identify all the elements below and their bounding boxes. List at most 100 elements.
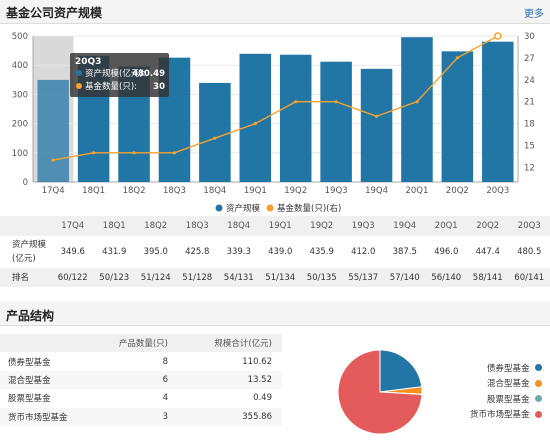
table-corner-cell xyxy=(0,216,52,236)
table-col-18Q2: 18Q2 xyxy=(135,216,177,236)
tooltip-dot-1 xyxy=(76,83,82,89)
bar-20Q3 xyxy=(482,42,514,182)
pie-legend-label: 股票型基金 xyxy=(487,393,530,405)
x-tick-19Q4: 19Q4 xyxy=(365,186,388,196)
line-point-20Q2 xyxy=(456,56,459,59)
pie-legend-item: 债券型基金 xyxy=(470,360,542,376)
x-tick-19Q3: 19Q3 xyxy=(325,186,348,196)
table-col-19Q4: 19Q4 xyxy=(384,216,426,236)
rank-cell-18Q2: 51/124 xyxy=(135,268,177,287)
x-tick-18Q1: 18Q1 xyxy=(82,186,105,196)
y-right-tick-1: 15 xyxy=(524,142,535,152)
y-right-tick-6: 30 xyxy=(524,32,535,42)
product-name: 债券型基金 xyxy=(0,352,110,370)
product-name: 混合型基金 xyxy=(0,371,110,389)
line-point-19Q4 xyxy=(375,115,378,118)
section-title-products: 产品结构 xyxy=(6,307,54,324)
scale-cell-20Q2: 447.4 xyxy=(467,236,509,268)
line-point-18Q2 xyxy=(132,151,135,154)
y-right-tick-2: 18 xyxy=(524,120,535,130)
product-name: 货币市场型基金 xyxy=(0,408,110,426)
product-name: 股票型基金 xyxy=(0,389,110,407)
bar-19Q4 xyxy=(361,69,393,182)
product-count: 8 xyxy=(110,352,168,370)
rank-cell-17Q4: 60/122 xyxy=(52,268,94,287)
y-left-tick-0: 0 xyxy=(23,178,28,188)
pie-legend-item: 混合型基金 xyxy=(470,376,542,392)
product-col-size: 规模合计(亿元) xyxy=(168,334,282,352)
rank-cell-19Q2: 50/135 xyxy=(301,268,343,287)
line-point-19Q3 xyxy=(335,100,338,103)
rank-cell-18Q4: 54/131 xyxy=(218,268,260,287)
scale-cell-19Q2: 435.9 xyxy=(301,236,343,268)
bar-19Q2 xyxy=(280,55,312,182)
pie-legend-label: 货币市场型基金 xyxy=(470,408,530,420)
table-col-17Q4: 17Q4 xyxy=(52,216,94,236)
legend-dot-count xyxy=(267,205,274,212)
scale-cell-19Q1: 439.0 xyxy=(260,236,302,268)
tooltip-label-1: 基金数量(只): xyxy=(85,81,137,92)
line-point-19Q1 xyxy=(254,122,257,125)
line-point-20Q1 xyxy=(415,100,418,103)
table-col-20Q3: 20Q3 xyxy=(509,216,550,236)
table-col-20Q1: 20Q1 xyxy=(426,216,468,236)
scale-cell-18Q3: 425.8 xyxy=(177,236,219,268)
scale-cell-20Q3: 480.5 xyxy=(509,236,550,268)
scale-cell-20Q1: 496.0 xyxy=(426,236,468,268)
product-pie-chart xyxy=(330,342,430,442)
y-left-tick-2: 200 xyxy=(12,120,28,130)
more-link[interactable]: 更多 xyxy=(524,5,544,20)
rank-cell-18Q1: 50/123 xyxy=(94,268,136,287)
pie-legend-label: 债券型基金 xyxy=(487,362,530,374)
product-count: 3 xyxy=(110,408,168,426)
row-label-rank: 排名 xyxy=(0,268,52,287)
tooltip-title: 20Q3 xyxy=(75,57,101,67)
table-col-19Q1: 19Q1 xyxy=(260,216,302,236)
y-left-tick-1: 100 xyxy=(12,149,28,159)
rank-cell-19Q4: 57/140 xyxy=(384,268,426,287)
rank-cell-20Q3: 60/141 xyxy=(509,268,550,287)
x-tick-18Q4: 18Q4 xyxy=(203,186,226,196)
pie-legend-label: 混合型基金 xyxy=(487,377,530,389)
product-count: 6 xyxy=(110,371,168,389)
pie-legend-dot xyxy=(535,395,542,402)
scale-cell-19Q4: 387.5 xyxy=(384,236,426,268)
x-tick-18Q2: 18Q2 xyxy=(123,186,146,196)
table-col-18Q1: 18Q1 xyxy=(94,216,136,236)
bar-20Q1 xyxy=(401,37,433,182)
y-right-tick-3: 21 xyxy=(524,98,535,108)
bar-19Q3 xyxy=(320,62,352,182)
y-left-tick-4: 400 xyxy=(12,61,28,71)
line-point-18Q3 xyxy=(173,151,176,154)
y-right-tick-5: 27 xyxy=(524,54,535,64)
rank-cell-18Q3: 51/128 xyxy=(177,268,219,287)
pie-slice-0 xyxy=(380,350,422,392)
x-tick-18Q3: 18Q3 xyxy=(163,186,186,196)
scale-cell-18Q1: 431.9 xyxy=(94,236,136,268)
pie-legend: 债券型基金混合型基金股票型基金货币市场型基金 xyxy=(470,360,542,422)
product-size: 0.49 xyxy=(168,389,282,407)
section-header-products: 产品结构 xyxy=(0,302,550,326)
row-label-scale: 资产规模(亿元) xyxy=(0,236,52,268)
x-tick-17Q4: 17Q4 xyxy=(42,186,65,196)
product-count: 4 xyxy=(110,389,168,407)
pie-legend-item: 股票型基金 xyxy=(470,391,542,407)
scale-cell-18Q2: 395.0 xyxy=(135,236,177,268)
line-point-18Q1 xyxy=(92,151,95,154)
pie-legend-dot xyxy=(535,411,542,418)
legend-label-scale: 资产规模 xyxy=(226,203,261,214)
line-point-19Q2 xyxy=(294,100,297,103)
product-table-header: 产品数量(只) 规模合计(亿元) xyxy=(0,334,282,352)
table-col-19Q3: 19Q3 xyxy=(343,216,385,236)
product-size: 355.86 xyxy=(168,408,282,426)
x-tick-20Q3: 20Q3 xyxy=(486,186,509,196)
section-title: 基金公司资产规模 xyxy=(6,4,102,21)
